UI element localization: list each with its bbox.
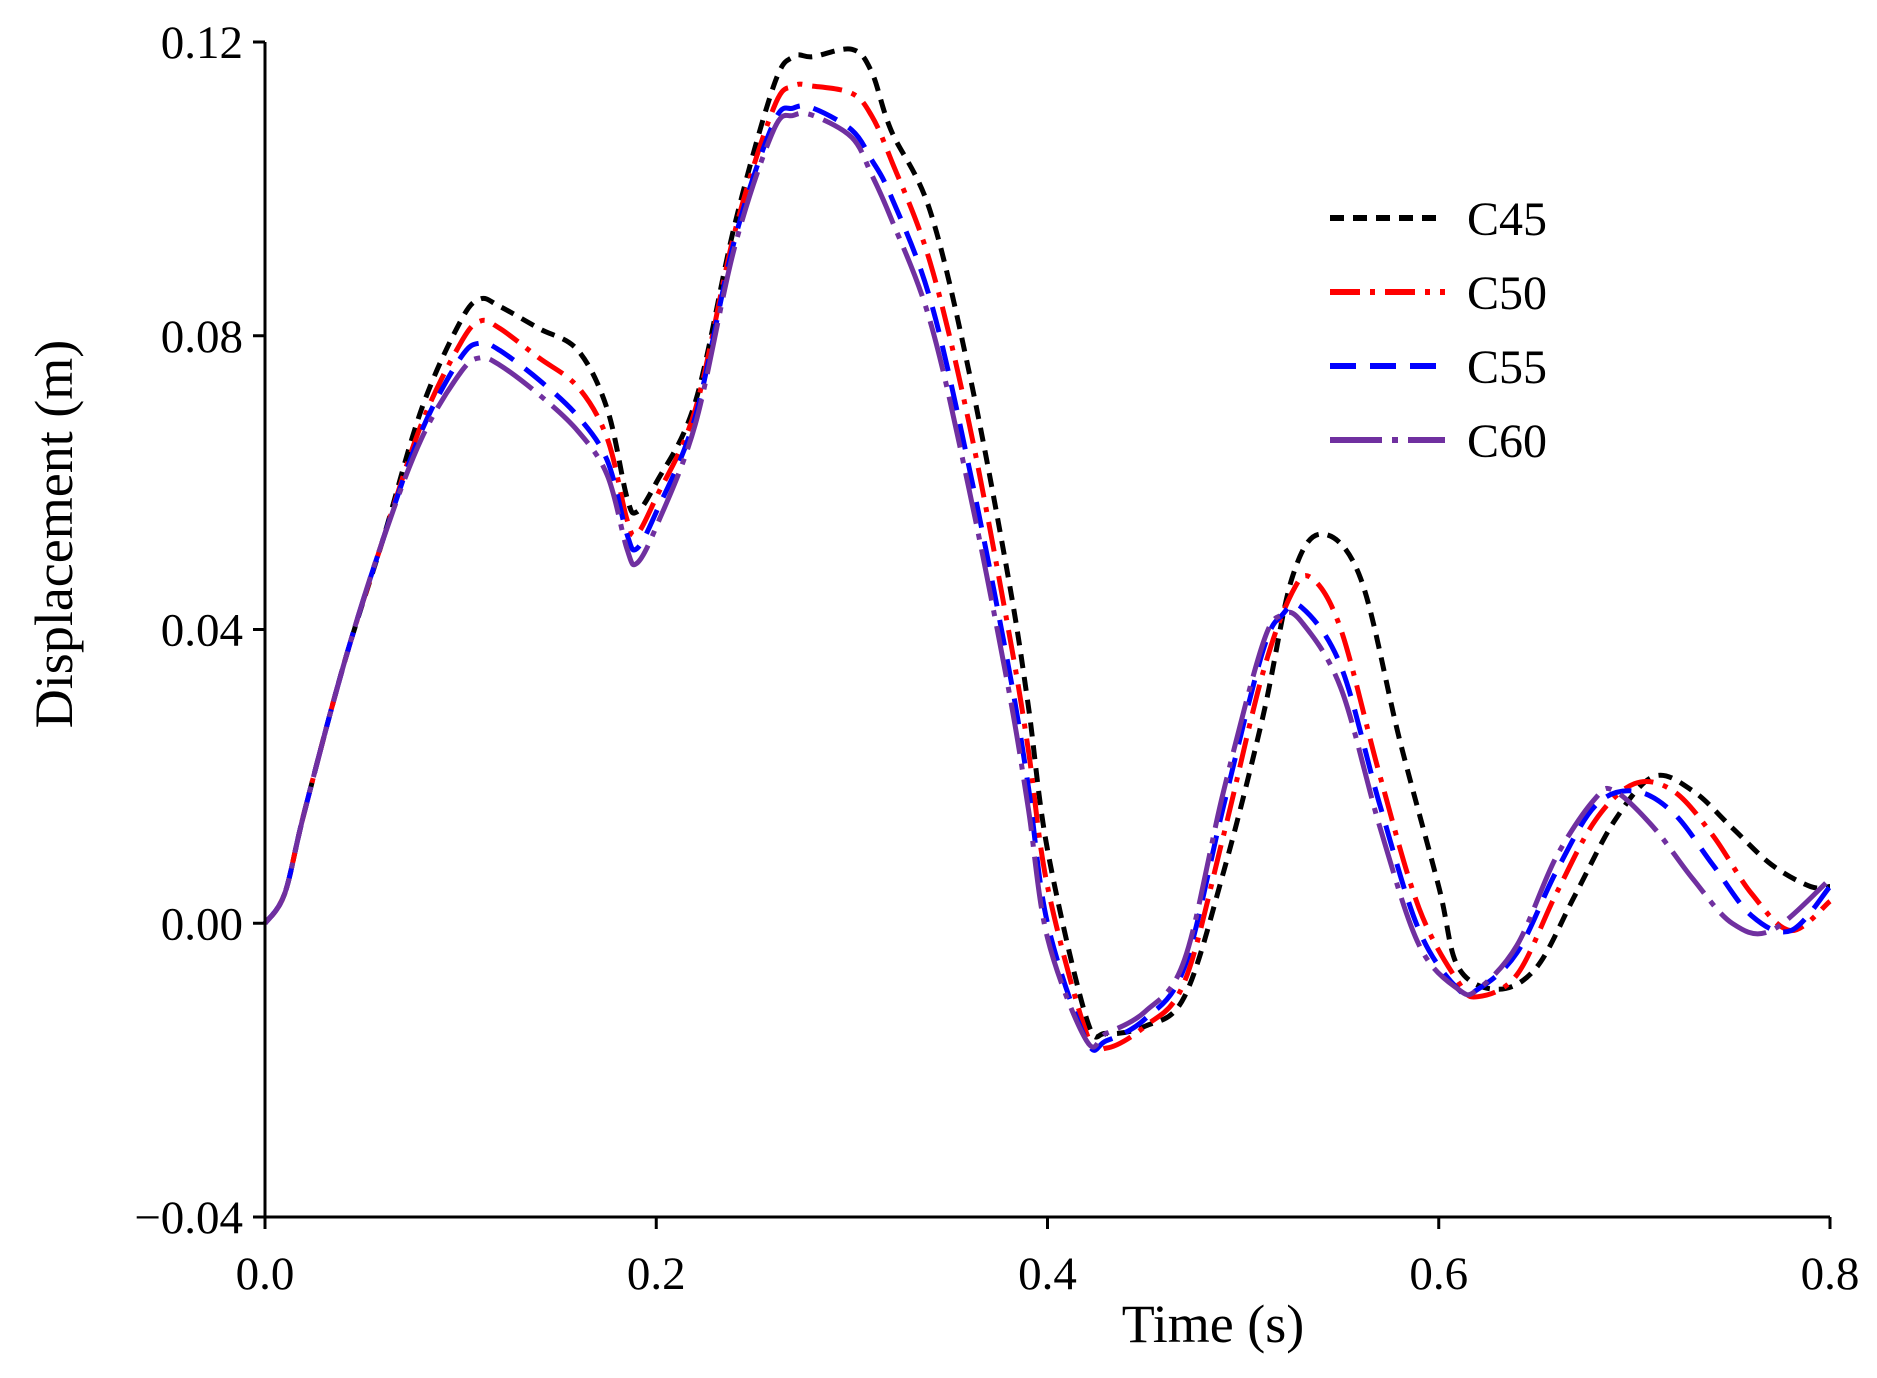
- y-tick-label: 0.08: [161, 311, 243, 363]
- series-line-c60: [262, 110, 1832, 1050]
- legend-label-c45: C45: [1467, 193, 1547, 246]
- legend: C45 C50 C55 C60: [1330, 193, 1547, 468]
- x-tick-label: 0.6: [1409, 1248, 1468, 1300]
- series-line-c45: [262, 46, 1831, 1040]
- y-tick-label: 0.12: [161, 17, 243, 69]
- x-axis-title: Time (s): [1122, 1294, 1305, 1354]
- legend-label-c60: C60: [1467, 415, 1547, 468]
- x-tick-label: 0.8: [1801, 1248, 1860, 1300]
- axes-layer: [253, 40, 1832, 1229]
- x-tick-label: 0.4: [1018, 1248, 1077, 1300]
- tick-labels: −0.04 0.00 0.04 0.08 0.12 0.0 0.2 0.4 0.6 0.8: [134, 17, 1859, 1300]
- legend-label-c55: C55: [1467, 341, 1547, 394]
- legend-label-c50: C50: [1467, 267, 1547, 320]
- series-layer: [262, 46, 1832, 1054]
- series-line-c55: [262, 103, 1832, 1053]
- x-tick-label: 0.2: [627, 1248, 686, 1300]
- y-tick-label: 0.00: [161, 898, 243, 950]
- y-tick-label: 0.04: [161, 605, 243, 657]
- y-axis-title: Displacement (m): [24, 340, 84, 728]
- series-line-c50: [262, 81, 1832, 1054]
- y-tick-label: −0.04: [134, 1192, 243, 1244]
- x-tick-label: 0.0: [236, 1248, 295, 1300]
